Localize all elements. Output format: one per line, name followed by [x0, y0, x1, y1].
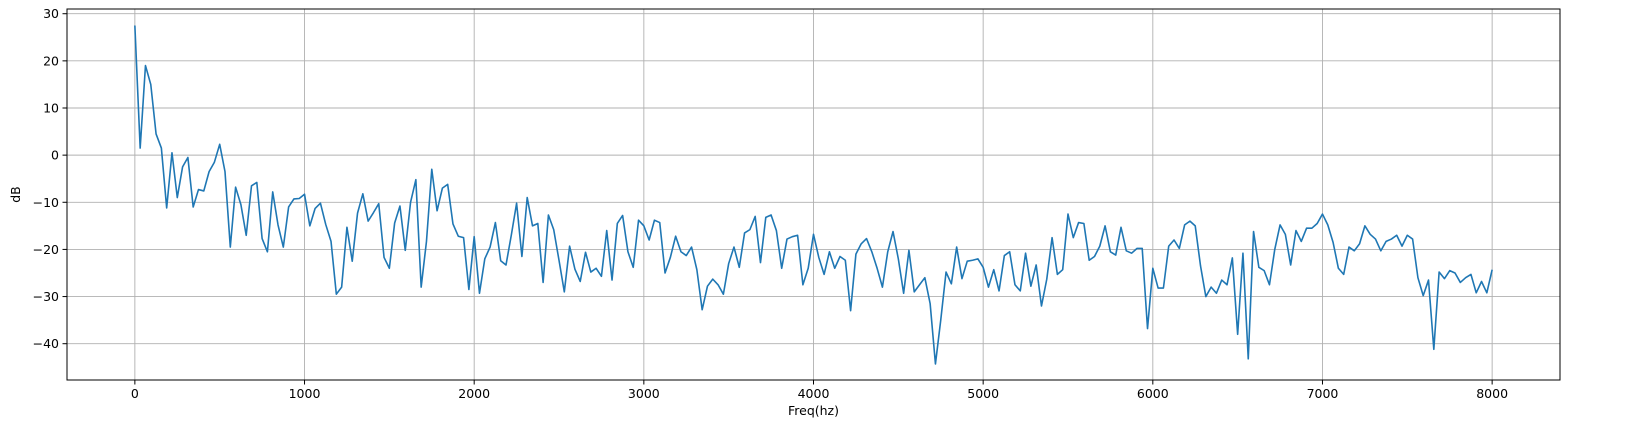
series-layer — [134, 25, 1493, 365]
y-tick-label: 30 — [43, 6, 59, 21]
spectrum-series-line — [134, 25, 1493, 365]
x-tick-label: 0 — [131, 386, 139, 401]
y-tick-label: −10 — [33, 195, 59, 210]
axis-ticks: 0 1000 2000 3000 4000 5000 6000 7000 8000 30 20 10 0… — [33, 6, 1508, 401]
x-tick-label: 2000 — [458, 386, 490, 401]
x-tick-label: 8000 — [1476, 386, 1508, 401]
y-tick-label: 0 — [51, 148, 59, 163]
y-tick-label: −30 — [33, 289, 59, 304]
y-tick-label: −40 — [33, 336, 59, 351]
x-tick-label: 7000 — [1307, 386, 1339, 401]
y-tick-label: 10 — [43, 100, 59, 115]
x-tick-label: 5000 — [967, 386, 999, 401]
x-tick-label: 1000 — [289, 386, 321, 401]
x-axis-label: Freq(hz) — [788, 403, 839, 418]
y-tick-label: 20 — [43, 53, 59, 68]
x-tick-label: 4000 — [798, 386, 830, 401]
x-tick-label: 3000 — [628, 386, 660, 401]
y-axis-label: dB — [8, 186, 23, 203]
y-tick-label: −20 — [33, 242, 59, 257]
x-tick-label: 6000 — [1137, 386, 1169, 401]
grid-lines — [67, 9, 1560, 380]
